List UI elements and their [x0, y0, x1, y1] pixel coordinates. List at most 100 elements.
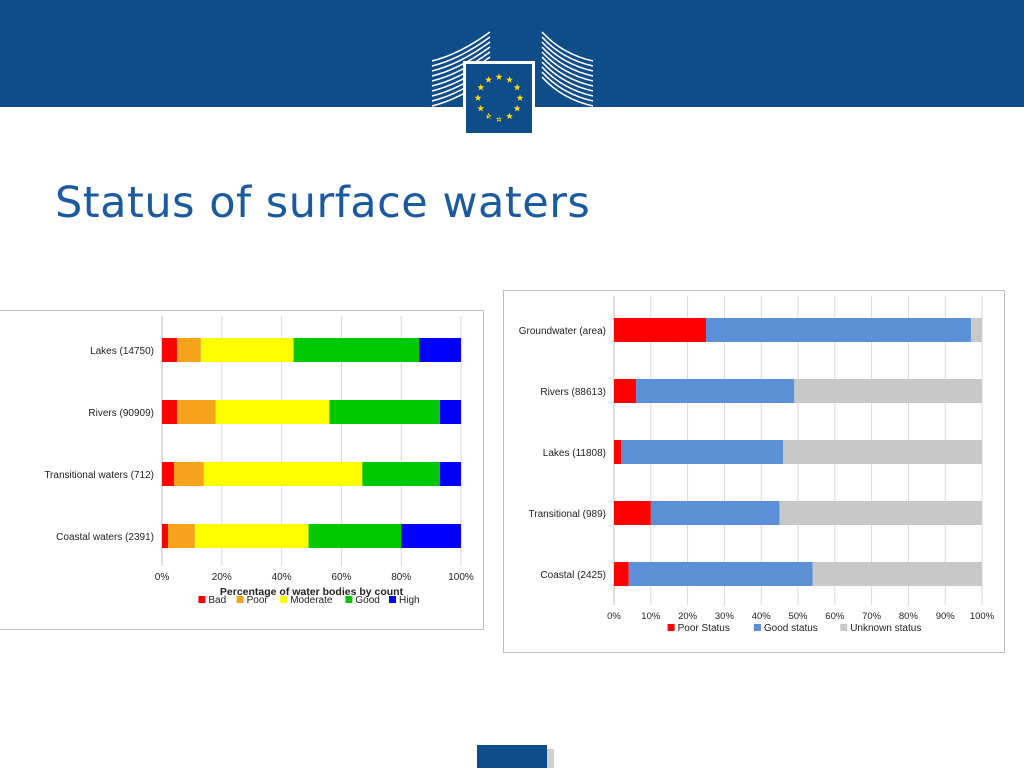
bar-moderate-rivers-90909 — [215, 400, 330, 424]
x-tick-label: 40% — [272, 572, 292, 583]
legend-swatch-good — [345, 596, 353, 603]
legend-label-good-status: Good status — [764, 623, 818, 634]
eu-star-icon — [485, 76, 492, 83]
x-tick-label: 0% — [155, 572, 170, 583]
x-tick-label: 80% — [899, 611, 919, 622]
x-tick-label: 20% — [212, 572, 232, 583]
x-tick-label: 70% — [862, 611, 882, 622]
bar-bad-transitional-waters-712 — [162, 462, 174, 486]
bar-high-transitional-waters-712 — [440, 462, 461, 486]
berlaymont-building-icon — [431, 31, 594, 107]
bar-moderate-transitional-waters-712 — [203, 462, 363, 486]
bar-bad-rivers-90909 — [162, 400, 177, 424]
ecological-status-chart-svg: 0% 20% 40% 60% 80% 100% Lakes (14750) Rivers (9… — [44, 316, 474, 606]
footer-flag-shadow — [547, 749, 554, 768]
legend-swatch-bad — [198, 596, 206, 603]
x-tick-label: 40% — [752, 611, 772, 622]
legend-label-good: Good — [355, 595, 379, 606]
legend-swatch-poor-status — [667, 624, 675, 631]
eu-star-icon — [485, 112, 492, 120]
category-label-coastal-waters-2391: Coastal waters (2391) — [56, 532, 154, 543]
bar-good-coastal-waters-2391 — [308, 524, 402, 548]
x-tick-label: 10% — [641, 611, 661, 622]
eu-star-icon — [516, 94, 524, 101]
x-tick-label: 20% — [678, 611, 698, 622]
x-tick-label: 30% — [715, 611, 735, 622]
bar-moderate-coastal-waters-2391 — [194, 524, 309, 548]
bar-good-lakes-14750 — [293, 338, 420, 362]
bar-unknown-status-transitional-989 — [779, 501, 982, 525]
category-label-coastal-2425: Coastal (2425) — [540, 570, 606, 581]
category-label-lakes-11808: Lakes (11808) — [543, 448, 606, 459]
bar-good-status-groundwater-area — [706, 318, 971, 342]
legend-swatch-poor — [236, 596, 244, 603]
bar-poor-coastal-waters-2391 — [167, 524, 195, 548]
eu-star-icon — [506, 76, 513, 83]
bar-good-rivers-90909 — [329, 400, 441, 424]
category-label-groundwater-area: Groundwater (area) — [519, 326, 606, 337]
x-tick-label: 60% — [825, 611, 845, 622]
x-axis-title: Percentage of water bodies by count — [220, 586, 404, 598]
bar-good-status-lakes-11808 — [621, 440, 784, 464]
category-label-rivers-90909: Rivers (90909) — [88, 408, 154, 419]
bar-good-status-transitional-989 — [650, 501, 780, 525]
bar-unknown-status-lakes-11808 — [783, 440, 982, 464]
footer-flag — [477, 745, 547, 768]
bar-unknown-status-groundwater-area — [970, 318, 982, 342]
legend-swatch-good-status — [753, 624, 761, 631]
bar-poor-status-lakes-11808 — [614, 440, 622, 464]
bar-poor-rivers-90909 — [176, 400, 216, 424]
legend-label-poor-status: Poor Status — [678, 623, 730, 634]
eu-star-icon — [477, 83, 485, 91]
bar-high-coastal-waters-2391 — [401, 524, 461, 548]
eu-star-icon — [495, 115, 503, 122]
x-tick-label: 50% — [788, 611, 808, 622]
bar-poor-status-rivers-88613 — [614, 379, 637, 403]
bar-unknown-status-rivers-88613 — [794, 379, 982, 403]
legend-label-high: High — [399, 595, 420, 606]
category-label-lakes-14750: Lakes (14750) — [90, 346, 154, 357]
eu-star-icon — [495, 73, 503, 80]
chemical-status-chart: 0% 10% 20% 30% 40% 50% 60% 70% 80% 90% 100% Groundw… — [503, 290, 1005, 653]
bar-good-status-coastal-2425 — [628, 562, 813, 586]
eu-stars-icon — [474, 73, 524, 122]
logo-text: European Commission — [466, 112, 534, 134]
x-tick-label: 80% — [391, 572, 411, 583]
category-label-transitional-waters-712: Transitional waters (712) — [44, 470, 154, 481]
bar-high-lakes-14750 — [419, 338, 461, 362]
category-label-rivers-88613: Rivers (88613) — [540, 387, 606, 398]
x-tick-label: 60% — [331, 572, 351, 583]
eu-star-icon — [474, 94, 482, 101]
eu-star-icon — [506, 112, 513, 120]
bar-bad-lakes-14750 — [162, 338, 177, 362]
legend-swatch-unknown-status — [840, 624, 848, 631]
x-tick-label: 100% — [970, 611, 995, 622]
bar-poor-status-coastal-2425 — [614, 562, 629, 586]
chemical-status-chart-svg: 0% 10% 20% 30% 40% 50% 60% 70% 80% 90% 100% Groundw… — [519, 296, 995, 634]
european-commission-logo: European Commission — [430, 28, 595, 169]
legend-label-moderate: Moderate — [290, 595, 333, 606]
bar-unknown-status-coastal-2425 — [812, 562, 982, 586]
legend-label-bad: Bad — [208, 595, 226, 606]
legend-label-unknown-status: Unknown status — [850, 623, 921, 634]
category-label-transitional-989: Transitional (989) — [529, 509, 606, 520]
bar-poor-status-groundwater-area — [614, 318, 706, 342]
eu-flag-icon — [466, 64, 532, 133]
page-title: Status of surface waters — [55, 178, 591, 228]
eu-star-icon — [513, 83, 521, 91]
ecological-status-chart: 0% 20% 40% 60% 80% 100% Lakes (14750) Rivers (9… — [0, 310, 484, 630]
bar-poor-transitional-waters-712 — [173, 462, 204, 486]
bar-good-status-rivers-88613 — [636, 379, 795, 403]
bar-moderate-lakes-14750 — [200, 338, 294, 362]
bar-poor-status-transitional-989 — [614, 501, 651, 525]
eu-star-icon — [513, 104, 521, 112]
legend-swatch-high — [389, 596, 396, 603]
bar-poor-lakes-14750 — [176, 338, 201, 362]
logo-text-line-2: Commission — [466, 123, 516, 133]
x-tick-label: 100% — [448, 572, 474, 583]
legend-label-poor: Poor — [247, 595, 269, 606]
bar-bad-coastal-waters-2391 — [162, 524, 168, 548]
x-tick-label: 90% — [936, 611, 956, 622]
bar-good-transitional-waters-712 — [362, 462, 441, 486]
bar-high-rivers-90909 — [440, 400, 461, 424]
